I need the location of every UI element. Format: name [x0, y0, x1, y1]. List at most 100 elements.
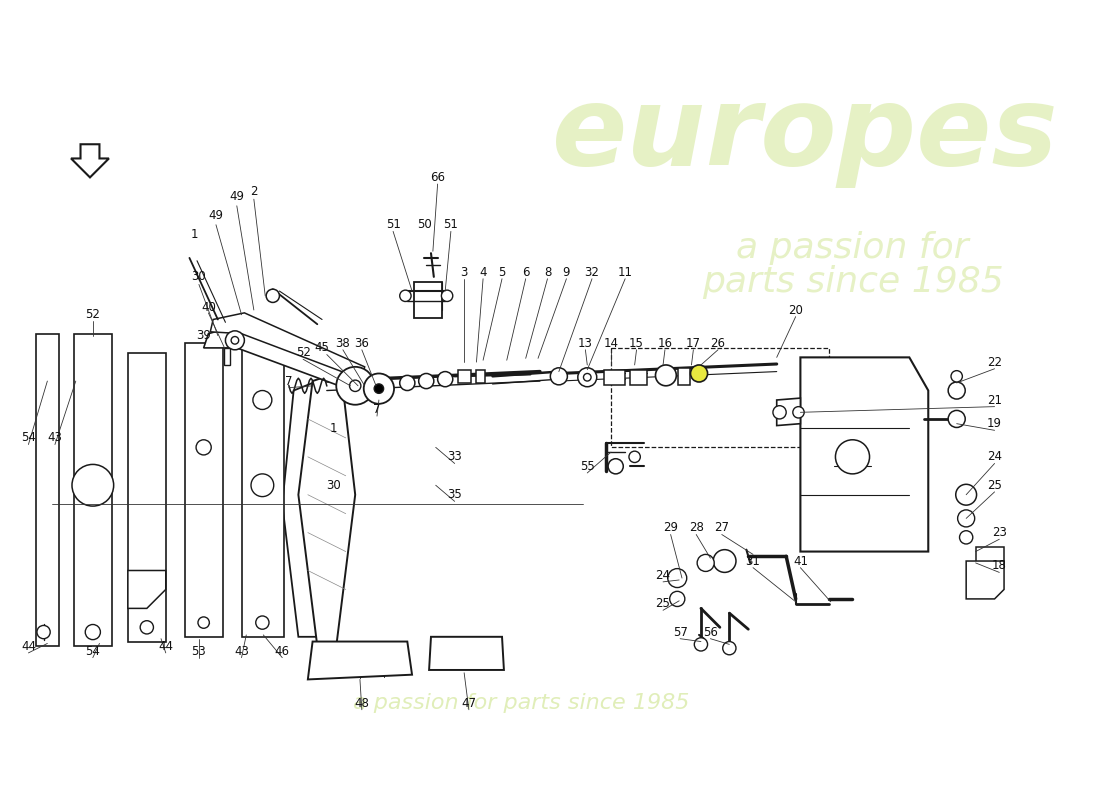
Text: 31: 31	[746, 554, 760, 567]
Circle shape	[578, 368, 596, 386]
Circle shape	[140, 621, 153, 634]
Circle shape	[656, 365, 676, 386]
Text: 32: 32	[584, 266, 600, 278]
Circle shape	[948, 410, 965, 427]
Polygon shape	[976, 547, 1004, 566]
Polygon shape	[966, 561, 1004, 599]
Text: 14: 14	[604, 337, 618, 350]
Text: europes: europes	[552, 82, 1058, 188]
Circle shape	[948, 382, 965, 399]
Polygon shape	[777, 398, 801, 426]
Text: 25: 25	[656, 597, 671, 610]
Circle shape	[226, 331, 244, 350]
Text: parts since 1985: parts since 1985	[702, 265, 1003, 298]
Circle shape	[697, 554, 714, 571]
Text: 4: 4	[480, 266, 487, 278]
Polygon shape	[308, 642, 412, 679]
Text: a passion for parts since 1985: a passion for parts since 1985	[353, 693, 690, 713]
Polygon shape	[283, 381, 331, 637]
Text: 55: 55	[580, 460, 595, 473]
Circle shape	[374, 384, 384, 394]
Text: 39: 39	[196, 329, 211, 342]
Text: 48: 48	[354, 697, 370, 710]
Text: 44: 44	[158, 640, 174, 653]
Polygon shape	[429, 637, 504, 670]
Text: 1: 1	[330, 422, 338, 435]
Polygon shape	[128, 353, 166, 642]
Text: 54: 54	[86, 645, 100, 658]
Text: 43: 43	[234, 645, 249, 658]
Circle shape	[952, 370, 962, 382]
Bar	[610, 348, 828, 447]
Text: 44: 44	[21, 640, 36, 653]
Text: 11: 11	[618, 266, 632, 278]
Text: 28: 28	[689, 522, 704, 534]
Circle shape	[253, 390, 272, 410]
Text: 24: 24	[656, 569, 671, 582]
Polygon shape	[204, 324, 370, 395]
Text: 43: 43	[47, 431, 63, 444]
Polygon shape	[210, 313, 365, 379]
Polygon shape	[128, 570, 166, 608]
Circle shape	[337, 367, 374, 405]
Polygon shape	[801, 358, 928, 551]
Text: 66: 66	[430, 171, 446, 184]
Circle shape	[670, 591, 685, 606]
Bar	[475, 370, 485, 383]
Text: 27: 27	[714, 522, 729, 534]
Text: 16: 16	[658, 337, 672, 350]
Text: 41: 41	[793, 554, 807, 567]
Circle shape	[196, 440, 211, 455]
Text: 8: 8	[543, 266, 551, 278]
Circle shape	[629, 451, 640, 462]
Text: 51: 51	[386, 218, 400, 231]
Polygon shape	[185, 343, 222, 637]
Polygon shape	[242, 343, 284, 637]
Circle shape	[713, 550, 736, 572]
Text: 24: 24	[987, 450, 1002, 463]
Circle shape	[668, 569, 686, 587]
Text: a passion for: a passion for	[736, 231, 969, 266]
Text: 7: 7	[285, 374, 293, 387]
Circle shape	[441, 290, 453, 302]
Text: 25: 25	[987, 478, 1002, 492]
Text: 15: 15	[629, 337, 644, 350]
Bar	[604, 370, 625, 385]
Text: 5: 5	[498, 266, 506, 278]
Polygon shape	[36, 334, 58, 646]
Text: 51: 51	[443, 218, 459, 231]
Text: 30: 30	[326, 478, 341, 492]
Circle shape	[959, 530, 972, 544]
Circle shape	[72, 465, 113, 506]
Text: 38: 38	[336, 337, 350, 350]
Text: 22: 22	[987, 356, 1002, 369]
Text: 7: 7	[373, 403, 381, 416]
Bar	[630, 370, 647, 385]
Text: 23: 23	[992, 526, 1007, 539]
Circle shape	[723, 642, 736, 655]
Circle shape	[251, 474, 274, 497]
Text: 30: 30	[191, 270, 207, 283]
Circle shape	[350, 380, 361, 391]
Circle shape	[364, 374, 394, 404]
Circle shape	[231, 337, 239, 344]
Text: 20: 20	[789, 303, 803, 317]
Circle shape	[399, 375, 415, 390]
Circle shape	[255, 616, 270, 630]
Circle shape	[691, 365, 707, 382]
Text: 57: 57	[673, 626, 688, 638]
Text: 54: 54	[21, 431, 36, 444]
Text: 2: 2	[250, 185, 257, 198]
Circle shape	[37, 626, 51, 638]
Circle shape	[956, 484, 977, 505]
Text: 33: 33	[448, 450, 462, 463]
Text: 36: 36	[354, 337, 370, 350]
Bar	[414, 282, 442, 318]
Circle shape	[793, 406, 804, 418]
Text: 56: 56	[703, 626, 718, 638]
Text: 40: 40	[201, 301, 216, 314]
Bar	[458, 370, 471, 383]
Text: 18: 18	[992, 559, 1007, 572]
Circle shape	[399, 290, 411, 302]
Bar	[679, 368, 690, 385]
